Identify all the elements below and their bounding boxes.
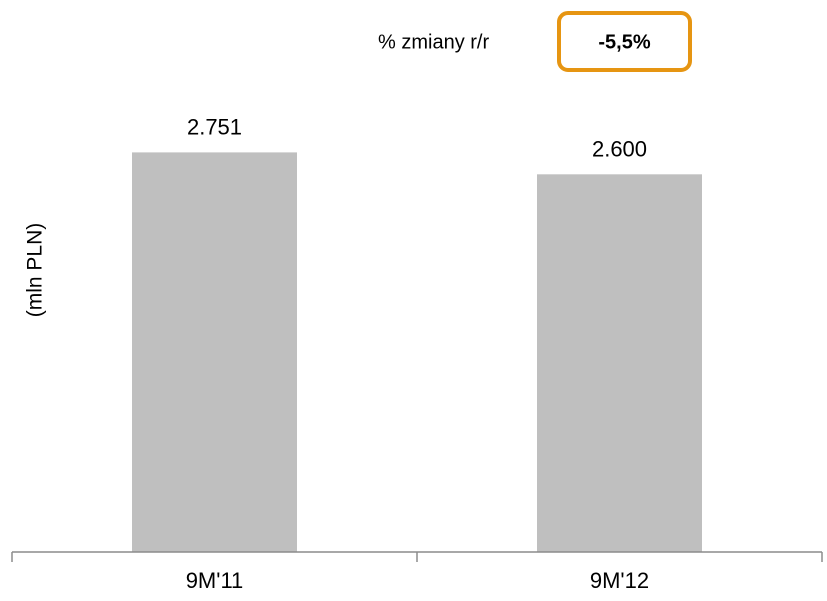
change-badge-frame [557, 11, 692, 72]
x-ticks-group [11, 552, 823, 562]
data-labels-group: 2.751 2.600 [187, 114, 647, 161]
data-label-0: 2.751 [187, 114, 242, 139]
bar-1 [537, 174, 702, 552]
x-tick-labels-group: 9M'11 9M'12 [186, 568, 649, 593]
bars-group [132, 152, 702, 553]
data-label-1: 2.600 [592, 136, 647, 161]
change-badge-value: -5,5% [598, 31, 650, 53]
x-tick-label-1: 9M'12 [590, 568, 649, 593]
bar-0 [132, 152, 297, 553]
y-axis-label: (mln PLN) [24, 223, 47, 318]
x-tick-label-0: 9M'11 [186, 568, 244, 593]
change-label: % zmiany r/r [378, 31, 489, 53]
